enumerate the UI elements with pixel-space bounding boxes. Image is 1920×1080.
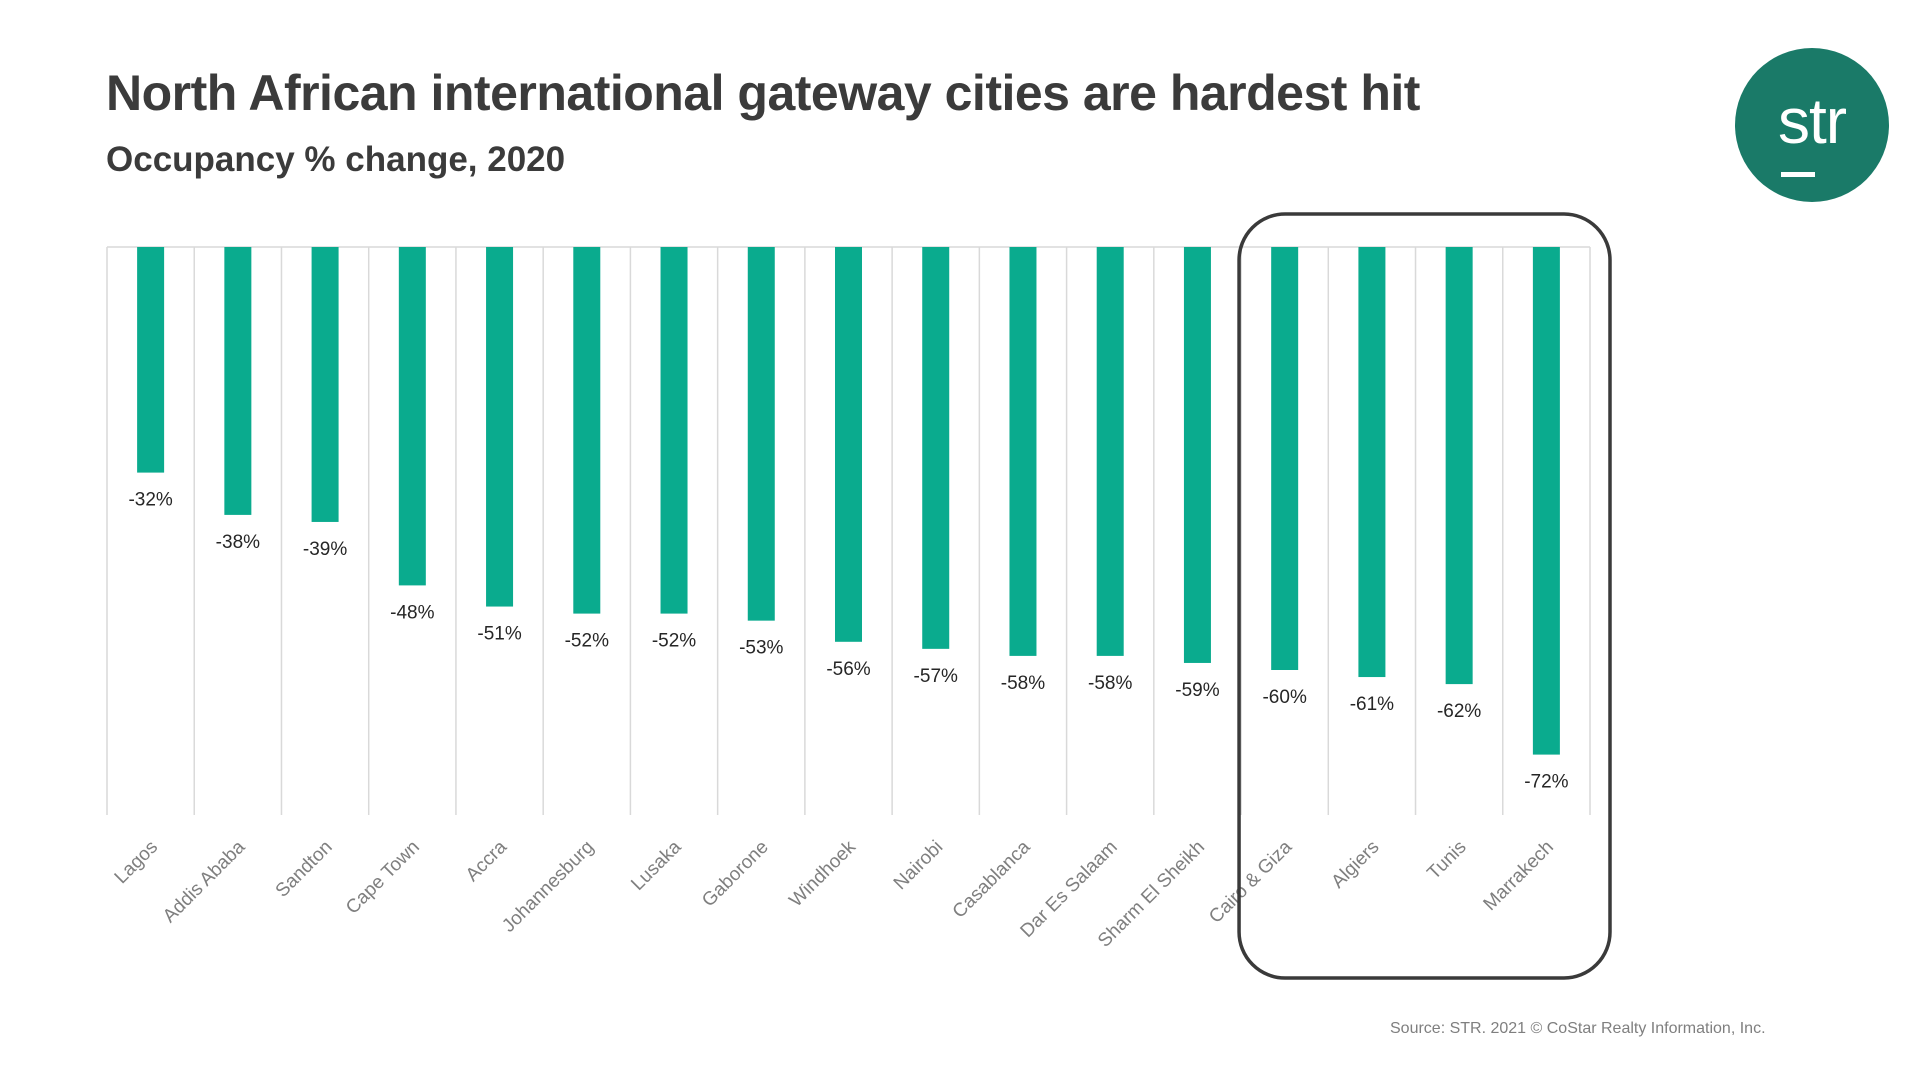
value-label: -53%	[739, 638, 783, 659]
category-label: Nairobi	[890, 837, 947, 894]
category-label: Addis Ababa	[159, 836, 250, 927]
value-label: -51%	[477, 624, 521, 645]
category-label: Lusaka	[627, 836, 685, 894]
category-label: Johannesburg	[498, 837, 598, 937]
bar-lagos	[137, 247, 165, 473]
value-label: -38%	[216, 532, 260, 553]
category-label: Marrakech	[1480, 837, 1558, 915]
bar-nairobi	[922, 247, 950, 649]
bar-algiers	[1358, 247, 1386, 678]
highlight-box	[1237, 212, 1612, 980]
value-label: -52%	[565, 631, 609, 652]
logo-underline	[1781, 172, 1815, 177]
category-label: Lagos	[111, 837, 162, 888]
bar-casablanca	[1009, 247, 1037, 656]
value-label: -56%	[826, 659, 870, 680]
bar-marrakech	[1532, 247, 1560, 755]
bar-lusaka	[660, 247, 688, 614]
value-label: -57%	[914, 666, 958, 687]
value-label: -48%	[390, 602, 434, 623]
value-label: -61%	[1350, 694, 1394, 715]
chart-value-labels: -32% -38% -39% -48% -51% -52% -52% -53% -56% -57%…	[128, 490, 1568, 793]
chart-subtitle: Occupancy % change, 2020	[106, 140, 566, 179]
bar-tunis	[1445, 247, 1473, 685]
value-label: -39%	[303, 539, 347, 560]
bar-johannesburg	[573, 247, 601, 614]
category-label: Accra	[462, 836, 511, 885]
bar-cairo-giza	[1271, 247, 1299, 670]
chart-bars	[137, 247, 1560, 755]
category-label: Sandton	[272, 837, 337, 902]
value-label: -60%	[1262, 687, 1306, 708]
bar-cape-town	[398, 247, 426, 586]
chart-title: North African international gateway citi…	[106, 65, 1420, 121]
category-label: Cape Town	[342, 837, 424, 919]
value-label: -58%	[1001, 673, 1045, 694]
bar-sharm-el-sheikh	[1183, 247, 1211, 663]
str-logo-icon: str	[1735, 48, 1889, 202]
bar-gaborone	[747, 247, 775, 621]
bar-accra	[486, 247, 514, 607]
category-label: Algiers	[1328, 837, 1384, 893]
category-label: Casablanca	[949, 836, 1035, 922]
bar-sandton	[311, 247, 339, 522]
bar-windhoek	[835, 247, 862, 642]
logo-text: str	[1777, 85, 1847, 157]
source-note: Source: STR. 2021 © CoStar Realty Inform…	[1390, 1020, 1766, 1037]
value-label: -62%	[1437, 701, 1481, 722]
category-label: Gaborone	[698, 837, 773, 912]
value-label: -52%	[652, 631, 696, 652]
value-label: -58%	[1088, 673, 1132, 694]
category-label: Windhoek	[785, 836, 860, 911]
value-label: -72%	[1524, 772, 1568, 793]
value-label: -59%	[1175, 680, 1219, 701]
bar-addis-ababa	[224, 247, 252, 515]
bar-dar-es-salaam	[1096, 247, 1124, 656]
category-label: Cairo & Giza	[1205, 836, 1296, 927]
category-label: Tunis	[1423, 837, 1470, 884]
value-label: -32%	[128, 490, 172, 511]
occupancy-bar-chart: -32% -38% -39% -48% -51% -52% -52% -53% -56% -57%…	[106, 212, 1612, 980]
